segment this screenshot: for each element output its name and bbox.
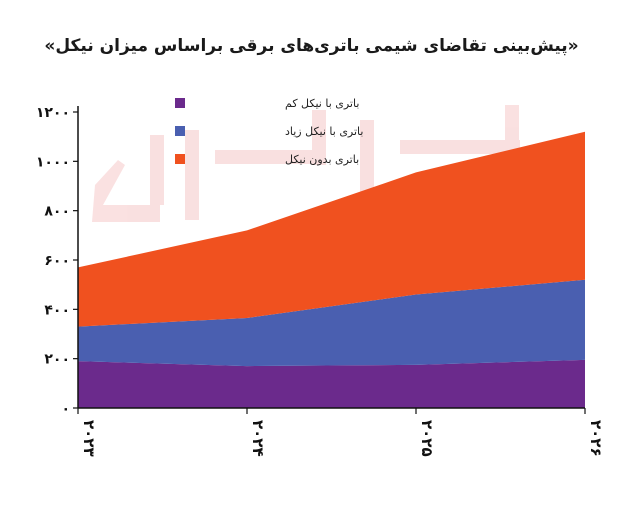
legend-swatch xyxy=(175,154,185,164)
legend-swatch xyxy=(175,126,185,136)
axes-group: ۰ ۲۰۰ ۴۰۰ ۶۰۰ ۸۰۰ ۱۰۰۰ ۱۲۰۰ ۲۰۲۳ ۲۰۲۴ ۲۰۲۵ ۲۰۲۶ xyxy=(36,105,605,457)
area-series-group xyxy=(78,131,585,408)
legend-label: باتری با نیکل کم xyxy=(285,97,359,110)
watermark-logo xyxy=(92,105,520,260)
legend: باتری با نیکل کم باتری با نیکل زیاد باتری … xyxy=(175,97,363,166)
y-tick-label: ۰ xyxy=(61,401,70,417)
area-series-2 xyxy=(78,279,585,367)
y-tick-label: ۴۰۰ xyxy=(44,302,70,318)
x-tick-label: ۲۰۲۴ xyxy=(249,420,267,457)
x-tick-label: ۲۰۲۵ xyxy=(418,420,436,457)
area-series-3 xyxy=(78,131,585,327)
y-tick-label: ۱۲۰۰ xyxy=(36,105,70,121)
legend-label: باتری با نیکل زیاد xyxy=(285,125,363,138)
y-tick-label: ۶۰۰ xyxy=(44,253,70,269)
area-series-1 xyxy=(78,359,585,408)
y-tick-label: ۱۰۰۰ xyxy=(36,154,70,170)
legend-swatch xyxy=(175,98,185,108)
x-tick-label: ۲۰۲۳ xyxy=(80,420,98,457)
y-tick-label: ۸۰۰ xyxy=(44,204,70,220)
y-tick-label: ۲۰۰ xyxy=(44,352,70,368)
legend-label: باتری بدون نیکل xyxy=(285,153,359,166)
chart-title: «پیش‌بینی تقاضای شیمی باتری‌های برقی برا… xyxy=(44,36,579,56)
x-tick-label: ۲۰۲۶ xyxy=(587,420,605,457)
